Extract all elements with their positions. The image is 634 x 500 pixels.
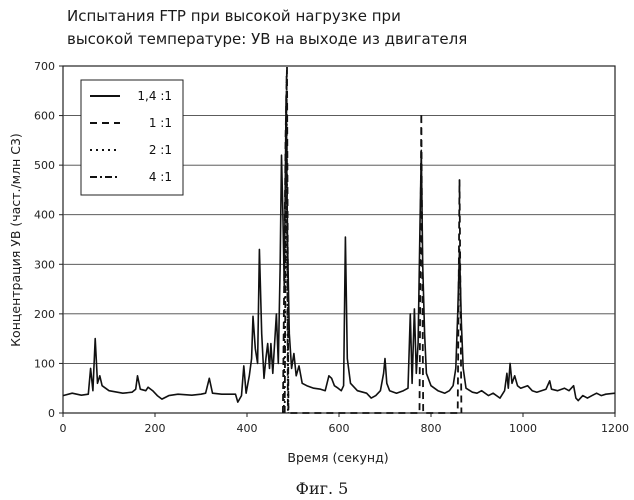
y-tick-label-200: 200: [34, 308, 55, 321]
x-tick-label-1200: 1200: [601, 422, 629, 435]
x-tick-label-600: 600: [329, 422, 350, 435]
x-tick-label-400: 400: [237, 422, 258, 435]
x-tick-label-1000: 1000: [509, 422, 537, 435]
y-axis-ticks: 0 100 200 300 400 500 600 700: [34, 60, 63, 420]
chart-title-line-2: высокой температуре: УВ на выходе из дви…: [67, 30, 467, 48]
x-axis-label: Время (секунд): [287, 450, 388, 465]
y-tick-label-300: 300: [34, 258, 55, 271]
y-tick-label-600: 600: [34, 110, 55, 123]
y-tick-label-700: 700: [34, 60, 55, 73]
figure-caption: Фиг. 5: [296, 479, 349, 498]
legend-label-3: 2 :1: [149, 143, 172, 157]
x-tick-label-800: 800: [421, 422, 442, 435]
y-tick-label-500: 500: [34, 159, 55, 172]
x-tick-label-200: 200: [145, 422, 166, 435]
legend-label-1: 1,4 :1: [137, 89, 172, 103]
y-tick-label-0: 0: [48, 407, 55, 420]
legend-label-4: 4 :1: [149, 170, 172, 184]
y-axis-label: Концентрация УВ (част./млн С3): [8, 133, 23, 347]
chart-title-line-1: Испытания FTP при высокой нагрузке при: [67, 7, 401, 25]
y-tick-label-100: 100: [34, 357, 55, 370]
x-tick-label-0: 0: [60, 422, 67, 435]
legend-label-2: 1 :1: [149, 116, 172, 130]
legend: 1,4 :1 1 :1 2 :1 4 :1: [81, 80, 183, 195]
x-axis-ticks: 0 200 400 600 800 1000 1200: [60, 413, 630, 435]
y-tick-label-400: 400: [34, 209, 55, 222]
